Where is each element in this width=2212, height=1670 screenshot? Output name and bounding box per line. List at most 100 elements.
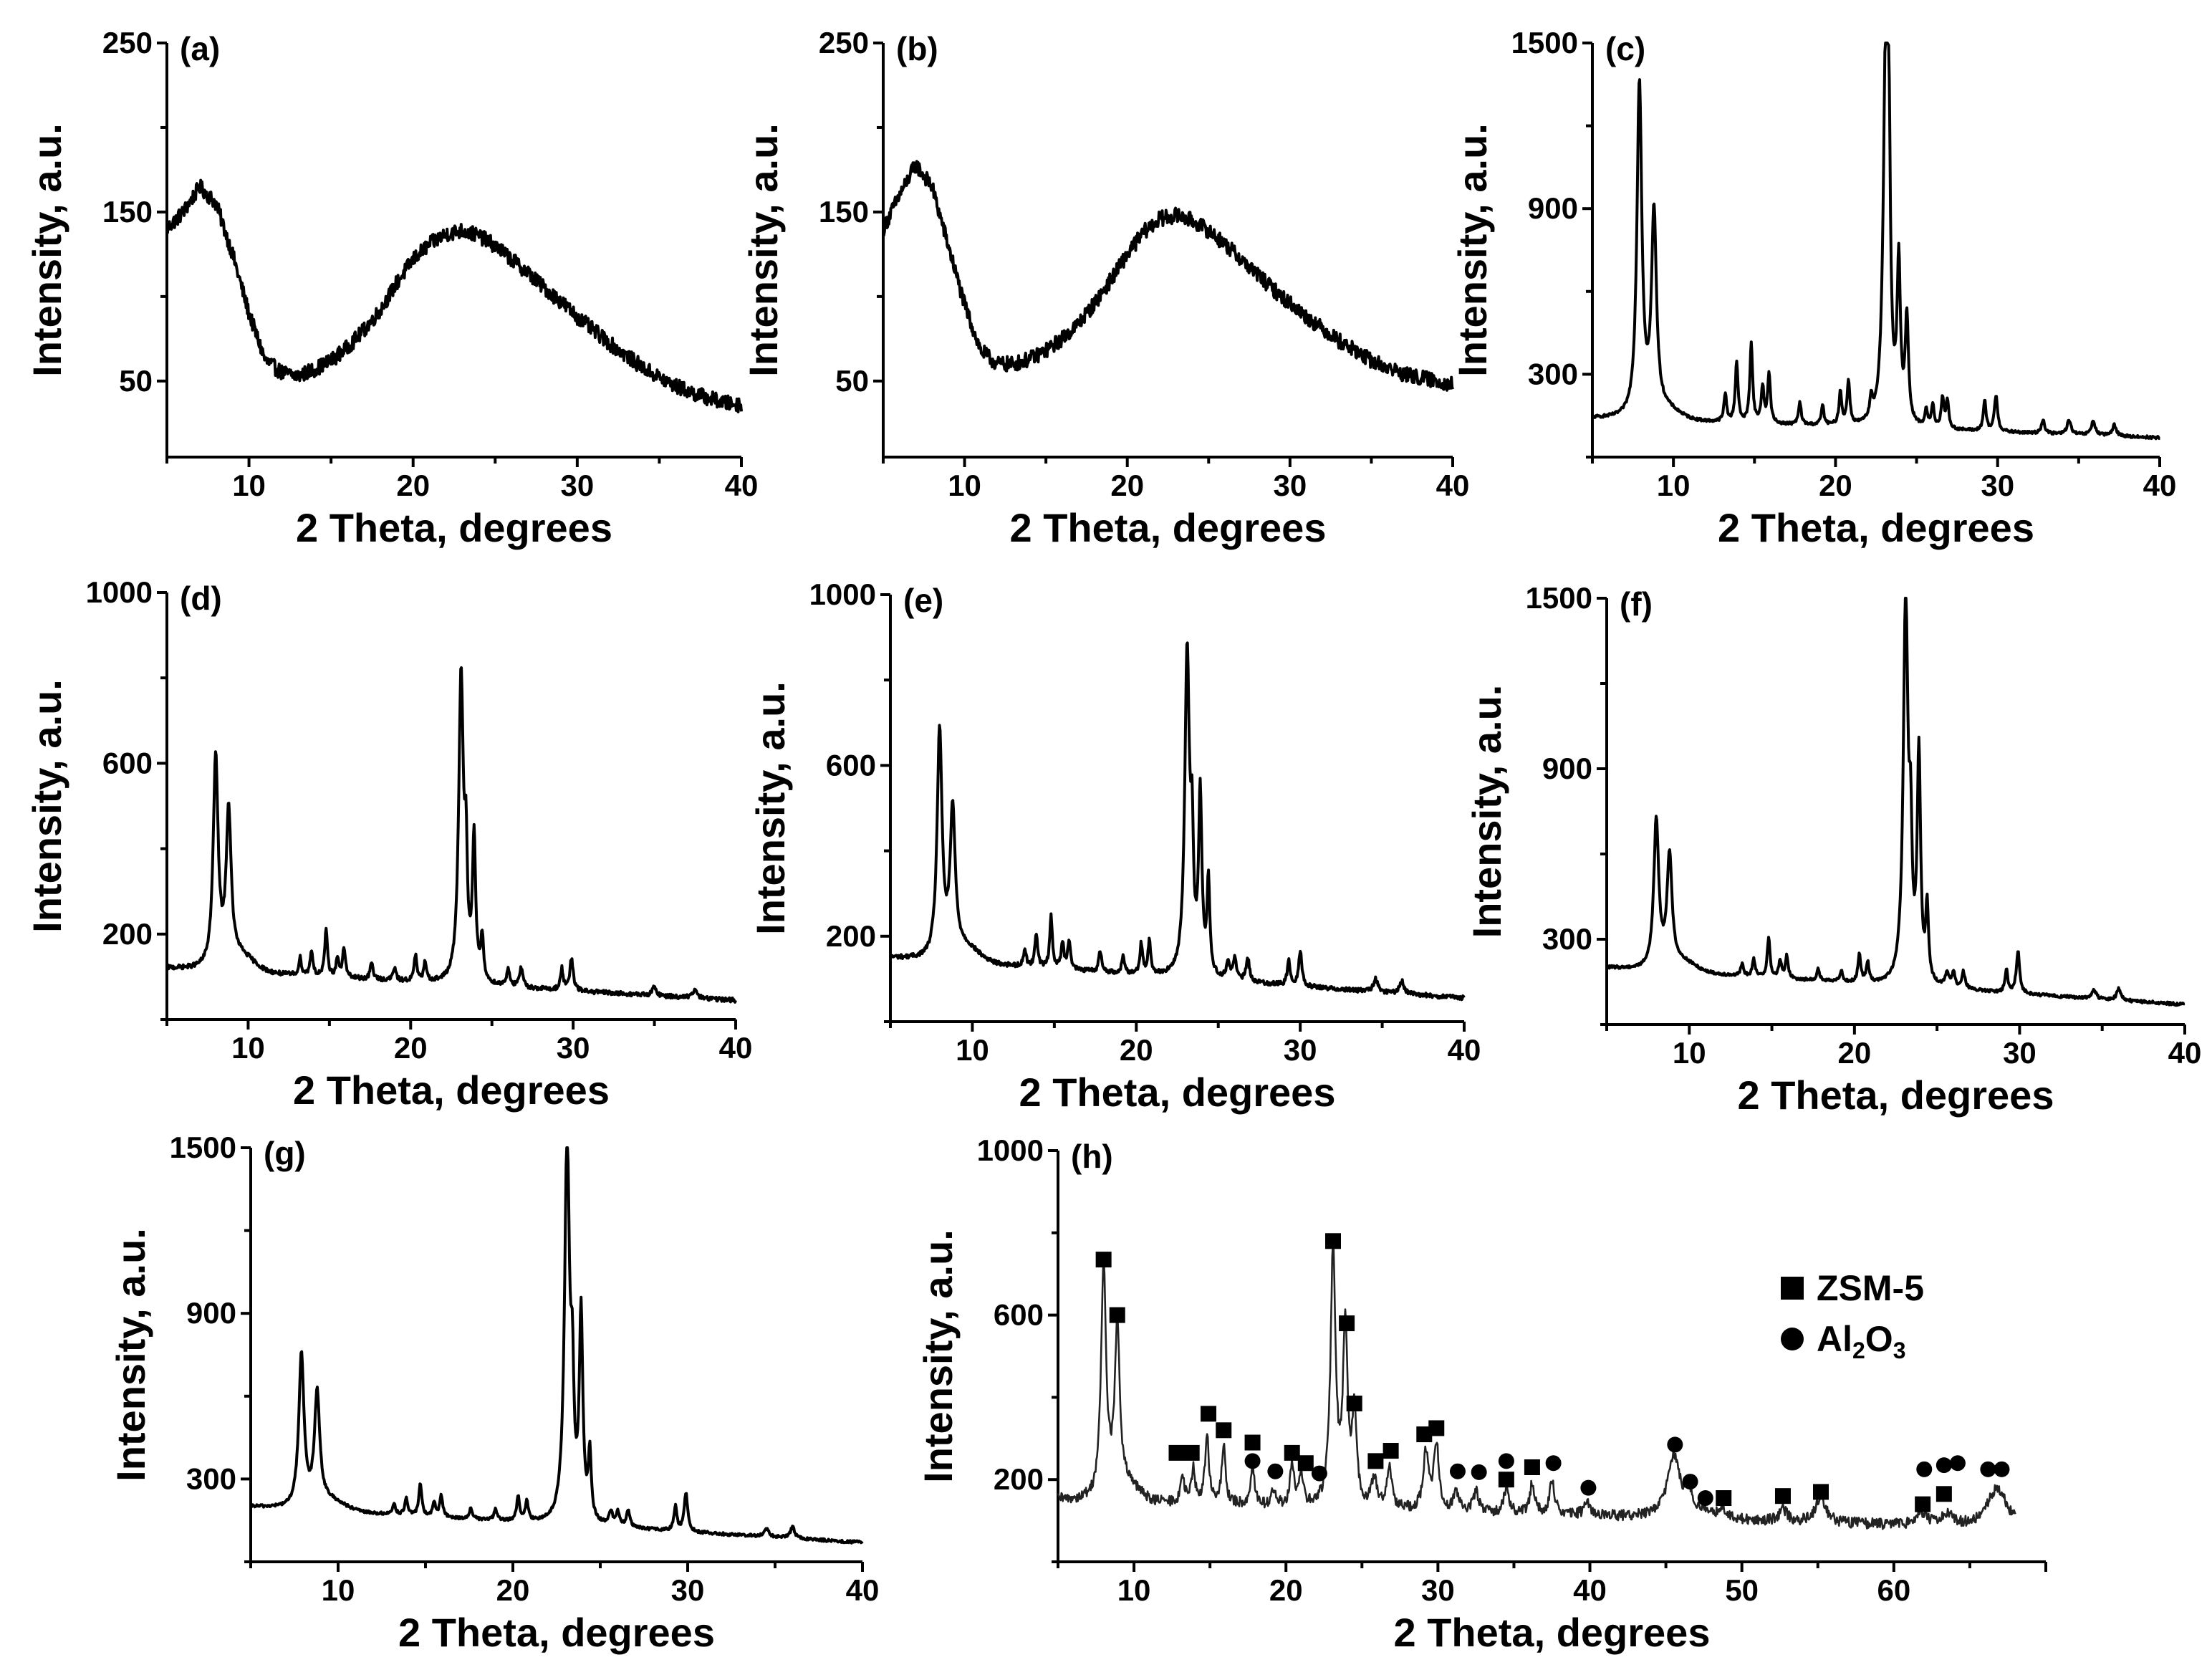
x-tick-label: 40 xyxy=(1573,1573,1607,1607)
x-axis-title: 2 Theta, degrees xyxy=(398,1610,715,1655)
y-tick-label: 300 xyxy=(1528,357,1578,390)
y-tick-label: 1500 xyxy=(1511,26,1578,59)
legend-zsm5-marker xyxy=(1781,1277,1804,1300)
al2o3-marker xyxy=(1697,1490,1713,1507)
x-tick-label: 20 xyxy=(1269,1573,1303,1607)
xrd-trace xyxy=(165,178,743,413)
y-tick-label: 1000 xyxy=(977,1133,1044,1167)
panel-label: (a) xyxy=(180,30,220,67)
x-tick-label: 10 xyxy=(956,1033,989,1067)
al2o3-marker xyxy=(1949,1455,1966,1472)
zsm5-marker xyxy=(1382,1443,1399,1459)
zsm5-marker xyxy=(1183,1444,1200,1461)
zsm5-marker xyxy=(1346,1396,1362,1412)
legend-al2o3-marker xyxy=(1781,1328,1804,1350)
zsm5-marker xyxy=(1244,1434,1261,1451)
x-tick-label: 30 xyxy=(560,469,594,502)
y-tick-label: 50 xyxy=(835,364,869,398)
al2o3-marker xyxy=(1936,1457,1952,1474)
x-tick-label: 20 xyxy=(496,1573,530,1607)
zsm5-marker xyxy=(1428,1420,1445,1436)
al2o3-marker xyxy=(1682,1474,1698,1490)
x-tick-label: 20 xyxy=(394,1031,428,1065)
y-tick-label: 200 xyxy=(102,917,153,951)
zsm5-marker xyxy=(1498,1472,1514,1488)
al2o3-marker xyxy=(1311,1465,1327,1482)
y-axis-title: Intensity, a.u. xyxy=(24,123,69,377)
zsm5-marker xyxy=(1168,1444,1185,1461)
al2o3-marker xyxy=(1545,1455,1562,1472)
xrd-trace xyxy=(889,641,1466,1002)
y-tick-label: 1000 xyxy=(86,575,153,609)
panel-label: (f) xyxy=(1620,585,1653,623)
x-tick-label: 50 xyxy=(1725,1573,1759,1607)
x-axis-title: 2 Theta, degrees xyxy=(1738,1072,2054,1118)
zsm5-marker xyxy=(1774,1488,1791,1505)
panel-d: 10 20 30 40 200 600 1000 2 Theta, degrees Intens… xyxy=(24,575,752,1113)
zsm5-marker xyxy=(1284,1444,1300,1461)
al2o3-marker xyxy=(1667,1436,1683,1453)
y-tick-label: 1500 xyxy=(1526,581,1592,615)
y-tick-label: 200 xyxy=(826,919,876,953)
y-axis-title: Intensity, a.u. xyxy=(741,123,786,377)
y-tick-label: 600 xyxy=(826,748,876,782)
legend-al2o3-label: Al2O3 xyxy=(1817,1319,1906,1363)
zsm5-marker xyxy=(1416,1426,1433,1443)
zsm5-marker xyxy=(1367,1453,1384,1469)
zsm5-marker xyxy=(1201,1406,1217,1422)
y-tick-label: 600 xyxy=(994,1298,1044,1332)
panel-b: 10 20 30 40 50 150 250 2 Theta, degrees Intensit… xyxy=(741,26,1469,550)
x-axis-title: 2 Theta, degrees xyxy=(1019,1070,1336,1115)
zsm5-marker xyxy=(1915,1496,1931,1512)
x-tick-label: 40 xyxy=(1448,1033,1481,1067)
y-axis-title: Intensity, a.u. xyxy=(1450,123,1495,377)
y-tick-label: 900 xyxy=(186,1296,236,1330)
y-tick-label: 1000 xyxy=(809,577,876,611)
zsm5-marker xyxy=(1324,1233,1341,1249)
x-tick-label: 10 xyxy=(1117,1573,1151,1607)
y-axis-title: Intensity, a.u. xyxy=(108,1228,153,1482)
x-tick-label: 10 xyxy=(1673,1036,1706,1070)
x-tick-label: 30 xyxy=(1273,469,1307,502)
al2o3-marker xyxy=(1580,1479,1597,1496)
panel-label: (e) xyxy=(903,582,943,619)
x-axis-title: 2 Theta, degrees xyxy=(1394,1610,1711,1655)
x-tick-label: 40 xyxy=(719,1031,753,1065)
x-tick-label: 10 xyxy=(1657,469,1691,502)
x-axis-title: 2 Theta, degrees xyxy=(1718,505,2034,550)
panel-label: (h) xyxy=(1071,1138,1113,1175)
y-tick-label: 200 xyxy=(994,1462,1044,1496)
y-tick-label: 300 xyxy=(186,1462,236,1495)
y-axis-title: Intensity, a.u. xyxy=(24,679,69,933)
al2o3-marker xyxy=(1916,1461,1933,1477)
x-tick-label: 30 xyxy=(1981,469,2014,502)
xrd-trace xyxy=(882,160,1454,392)
y-tick-label: 150 xyxy=(102,195,153,229)
panel-g: 10 20 30 40 300 900 1500 2 Theta, degrees Intens… xyxy=(108,1131,879,1655)
panel-label: (d) xyxy=(180,580,222,617)
zsm5-marker xyxy=(1936,1486,1952,1502)
zsm5-marker xyxy=(1216,1422,1232,1439)
xrd-trace xyxy=(1605,597,2186,1007)
al2o3-marker xyxy=(1994,1461,2010,1477)
panel-label: (b) xyxy=(896,30,938,67)
x-tick-label: 20 xyxy=(396,469,430,502)
x-tick-label: 40 xyxy=(2143,469,2177,502)
panel-e: 10 20 30 40 200 600 1000 2 Theta, degrees Intens… xyxy=(748,577,1481,1115)
zsm5-marker xyxy=(1524,1459,1540,1475)
xrd-trace xyxy=(1057,1242,2016,1530)
xrd-trace xyxy=(249,1146,864,1545)
zsm5-marker xyxy=(1095,1252,1112,1268)
al2o3-marker xyxy=(1980,1461,1996,1477)
x-axis-title: 2 Theta, degrees xyxy=(296,505,612,550)
panel-c: 10 20 30 40 300 900 1500 2 Theta, degrees Intens… xyxy=(1450,26,2176,550)
legend: ZSM-5 Al2O3 xyxy=(1781,1268,1924,1363)
x-tick-label: 20 xyxy=(1120,1033,1153,1067)
x-tick-label: 30 xyxy=(1421,1573,1455,1607)
al2o3-marker xyxy=(1267,1463,1284,1479)
zsm5-marker xyxy=(1716,1490,1732,1507)
zsm5-marker xyxy=(1297,1455,1314,1472)
x-tick-label: 20 xyxy=(1110,469,1144,502)
x-tick-label: 60 xyxy=(1877,1573,1910,1607)
